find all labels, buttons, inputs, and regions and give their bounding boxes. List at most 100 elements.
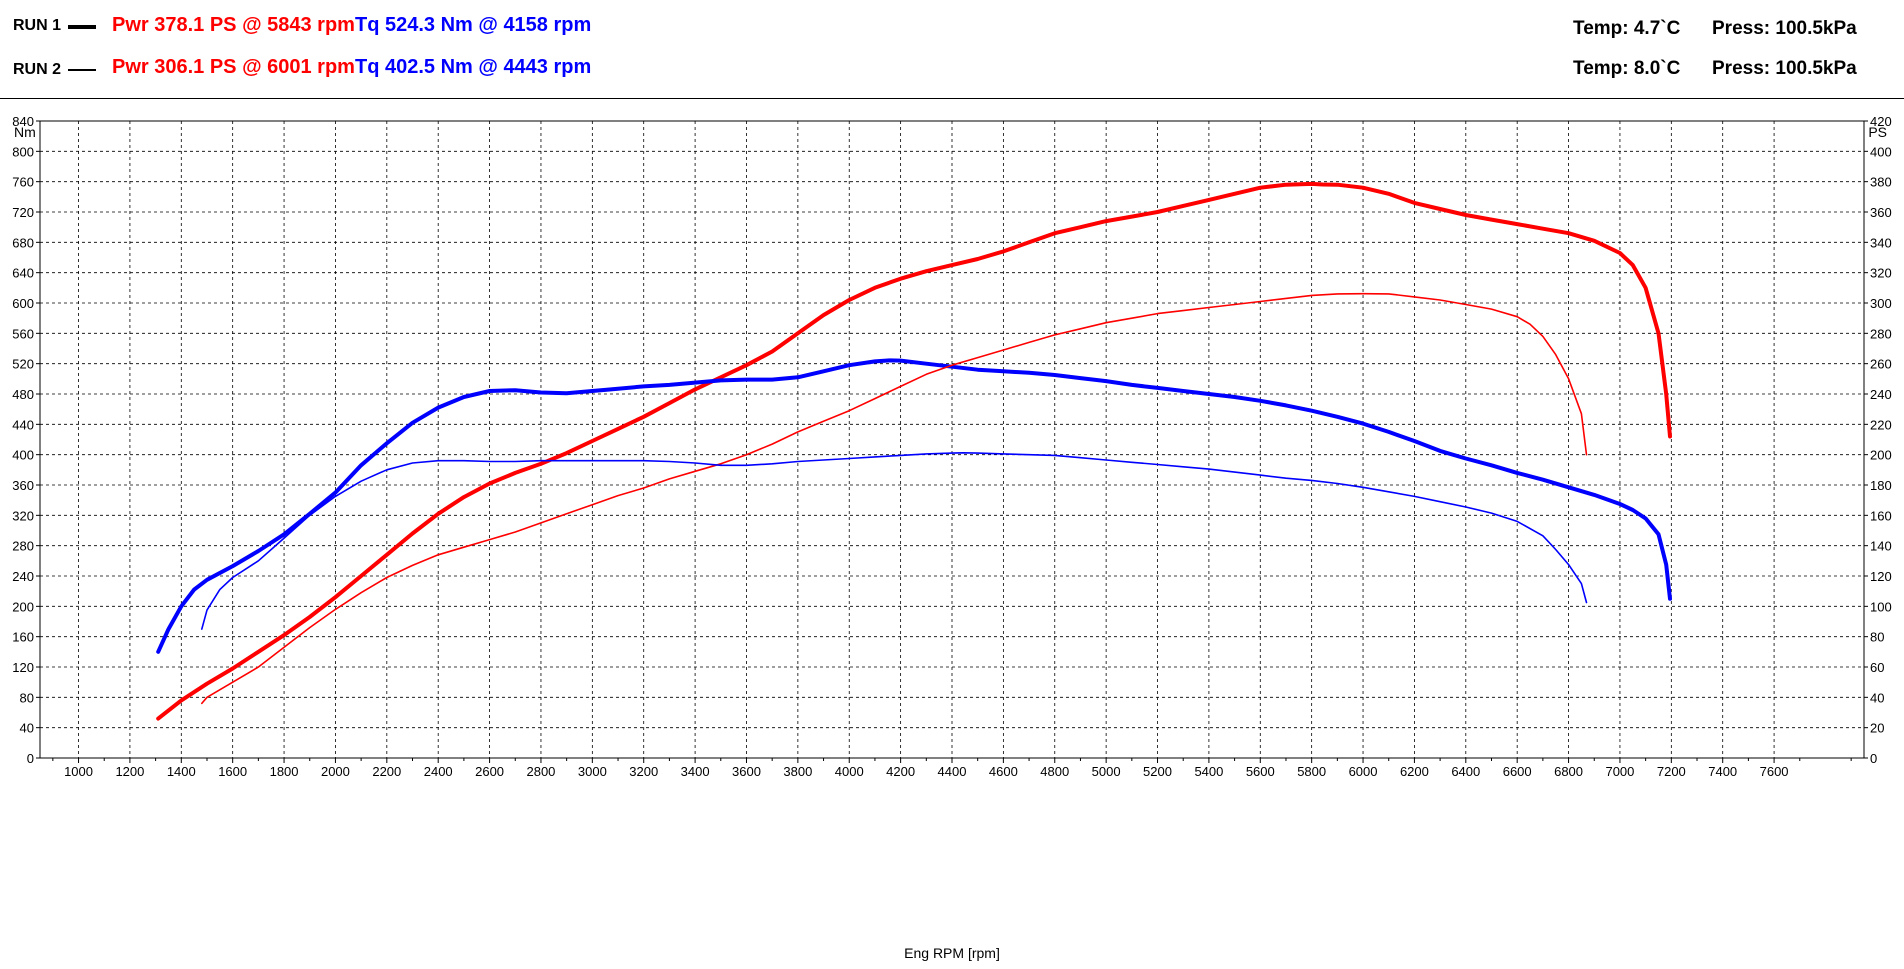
grid [40,121,1864,758]
x-tick-label: 5800 [1297,764,1326,779]
x-axis-label: Eng RPM [rpm] [904,945,1000,961]
x-tick-label: 6800 [1554,764,1583,779]
x-tick-label: 6400 [1451,764,1480,779]
x-tick-label: 2000 [321,764,350,779]
run2-torque-summary: Tq 402.5 Nm @ 4443 rpm [355,56,592,78]
run2-label: RUN 2 [13,61,62,78]
y-tick-label-right: 160 [1870,508,1892,523]
y-tick-label-left: 120 [12,660,34,675]
y-tick-label-left: 640 [12,266,34,281]
y-tick-label-right: 380 [1870,175,1892,190]
x-tick-label: 4000 [835,764,864,779]
x-tick-label: 4600 [989,764,1018,779]
run1-torque-curve [156,358,1672,654]
y-tick-label-right: 340 [1870,235,1892,250]
x-tick-label: 4200 [886,764,915,779]
x-tick-label: 2400 [424,764,453,779]
y-tick-label-right: 240 [1870,387,1892,402]
y-tick-label-right: 140 [1870,539,1892,554]
x-tick-label: 3400 [681,764,710,779]
x-tick-label: 6000 [1349,764,1378,779]
x-tick-label: 7000 [1605,764,1634,779]
x-tick-label: 5600 [1246,764,1275,779]
y-tick-label-right: 40 [1870,690,1884,705]
run2-power-curve [201,292,1588,705]
run1-label: RUN 1 [13,17,62,34]
y-tick-label-right: 20 [1870,721,1884,736]
y-tick-label-right: 120 [1870,569,1892,584]
x-tick-label: 2200 [372,764,401,779]
dyno-chart: 1000 1200 1400 1600 1800 2000 2200 2400 2600 2800… [12,114,1891,961]
x-tick-label: 4400 [938,764,967,779]
x-tick-label: 4800 [1040,764,1069,779]
x-tick-label: 1800 [270,764,299,779]
x-tick-label: 3200 [629,764,658,779]
y-tick-label-right: 80 [1870,630,1884,645]
x-tick-label: 1000 [64,764,93,779]
series [156,181,1672,721]
y-tick-label-right: 100 [1870,599,1892,614]
y-tick-label-left: 40 [20,721,34,736]
y-tick-label-left: 680 [12,235,34,250]
y-tick-label-right: 320 [1870,266,1892,281]
run2-power-summary: Pwr 306.1 PS @ 6001 rpm [112,56,355,78]
x-tick-label: 6600 [1503,764,1532,779]
y-tick-label-left: 280 [12,539,34,554]
header: RUN 1 Pwr 378.1 PS @ 5843 rpm Tq 524.3 N… [0,0,1904,99]
run1-torque-summary: Tq 524.3 Nm @ 4158 rpm [355,14,592,36]
y-tick-label-left: 160 [12,630,34,645]
y-tick-label-left: 480 [12,387,34,402]
x-tick-label: 6200 [1400,764,1429,779]
y-tick-label-left: 80 [20,690,34,705]
y-tick-label-left: 520 [12,357,34,372]
x-tick-label: 2600 [475,764,504,779]
run2-press: Press: 100.5kPa [1712,58,1857,79]
y-tick-label-right: 180 [1870,478,1892,493]
y-tick-label-right: 420 [1870,114,1892,129]
y-tick-label-right: 0 [1870,751,1877,766]
y-axis-label-right: PS [1868,124,1887,140]
x-tick-label: 5200 [1143,764,1172,779]
y-tick-label-right: 360 [1870,205,1892,220]
x-tick-label: 5000 [1092,764,1121,779]
run2-legend-line [68,69,96,71]
y-tick-label-left: 800 [12,144,34,159]
y-tick-label-right: 220 [1870,417,1892,432]
x-tick-label: 1600 [218,764,247,779]
y-tick-label-left: 440 [12,417,34,432]
y-tick-label-left: 240 [12,569,34,584]
y-tick-label-left: 760 [12,175,34,190]
y-tick-label-left: 360 [12,478,34,493]
y-tick-label-right: 400 [1870,144,1892,159]
y-tick-label-right: 60 [1870,660,1884,675]
x-tick-label: 1400 [167,764,196,779]
y-tick-label-left: 320 [12,508,34,523]
run1-legend-line [68,25,96,29]
run1-press: Press: 100.5kPa [1712,18,1857,39]
x-tick-label: 7600 [1760,764,1789,779]
x-tick-label: 5400 [1194,764,1223,779]
run1-power-curve [156,181,1672,721]
y-tick-label-left: 600 [12,296,34,311]
x-tick-label: 7200 [1657,764,1686,779]
run2-temp: Temp: 8.0`C [1573,58,1681,79]
y-tick-label-right: 280 [1870,326,1892,341]
y-tick-label-left: 560 [12,326,34,341]
y-tick-label-left: 840 [12,114,34,129]
x-tick-label: 3800 [783,764,812,779]
axis-ticks: 1000 1200 1400 1600 1800 2000 2200 2400 2600 2800… [12,114,1891,779]
x-tick-label: 2800 [526,764,555,779]
x-tick-label: 1200 [115,764,144,779]
y-tick-label-left: 0 [27,751,34,766]
x-tick-label: 3000 [578,764,607,779]
y-tick-label-left: 400 [12,448,34,463]
y-tick-label-left: 720 [12,205,34,220]
y-tick-label-left: 200 [12,599,34,614]
x-tick-label: 3600 [732,764,761,779]
run1-temp: Temp: 4.7`C [1573,18,1681,39]
y-axis-label-left: Nm [14,124,36,140]
run2-torque-curve [201,451,1588,630]
run1-power-summary: Pwr 378.1 PS @ 5843 rpm [112,14,355,36]
y-tick-label-right: 200 [1870,448,1892,463]
y-tick-label-right: 260 [1870,357,1892,372]
